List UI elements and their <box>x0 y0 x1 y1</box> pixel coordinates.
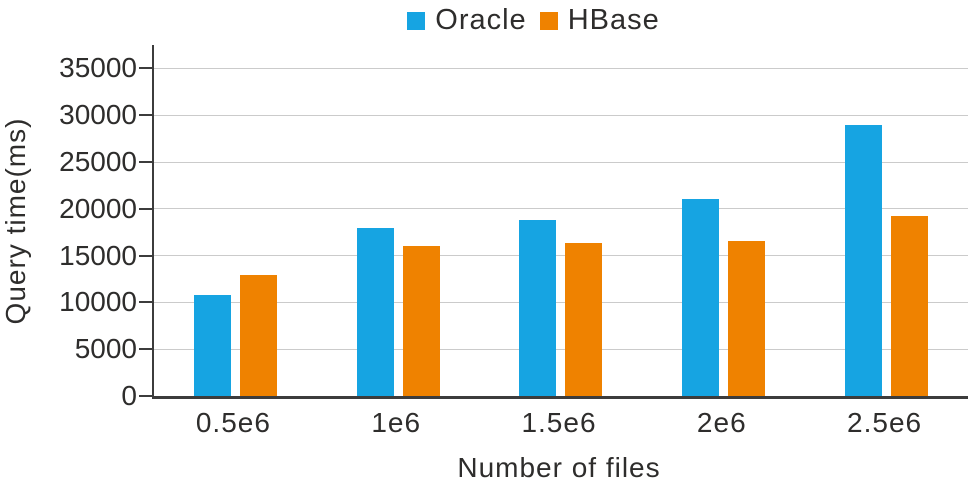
y-tick-mark <box>139 67 152 70</box>
bar-oracle-1e6 <box>356 228 394 396</box>
y-tick-mark <box>139 254 152 257</box>
gridline <box>154 67 968 69</box>
y-tick-mark <box>139 114 152 117</box>
bar-hbase-0.5e6 <box>239 275 277 396</box>
gridline <box>154 348 968 350</box>
y-tick-label: 25000 <box>59 146 137 177</box>
bar-hbase-2e6 <box>728 240 766 396</box>
x-tick-label: 1.5e6 <box>521 407 597 438</box>
y-tick-label: 5000 <box>74 333 137 365</box>
x-tick-label: 0.5e6 <box>195 407 271 438</box>
x-tick-label: 1e6 <box>371 407 422 438</box>
bar-hbase-1.5e6 <box>565 243 603 396</box>
bar-group-2.5e6 <box>805 45 968 396</box>
legend: Oracle HBase <box>0 4 977 37</box>
gridline <box>154 114 968 116</box>
legend-item-hbase: HBase <box>539 4 660 37</box>
y-tick-mark <box>139 161 152 163</box>
bar-group-1.5e6 <box>480 45 643 396</box>
bar-hbase-1e6 <box>402 246 440 396</box>
x-axis-title: Number of files <box>457 452 661 483</box>
x-tick-label: 2e6 <box>696 407 747 438</box>
gridline <box>154 255 968 257</box>
y-tick-label: 20000 <box>59 192 137 224</box>
bar-group-0.5e6 <box>154 45 317 396</box>
y-tick-mark <box>139 301 152 304</box>
x-tick-label: 2.5e6 <box>847 407 923 438</box>
gridline <box>154 301 968 303</box>
y-tick-mark <box>139 348 152 351</box>
bar-group-2e6 <box>642 45 805 396</box>
bar-hbase-2.5e6 <box>891 216 929 396</box>
y-tick-mark <box>139 207 152 210</box>
legend-item-oracle: Oracle <box>407 4 526 37</box>
y-tick-label: 10000 <box>59 286 137 318</box>
y-axis-title: Query time(ms) <box>0 117 31 324</box>
bar-oracle-1.5e6 <box>519 220 557 396</box>
legend-swatch-oracle <box>407 11 426 30</box>
bar-oracle-2e6 <box>682 198 720 396</box>
gridline <box>154 208 968 210</box>
y-tick-label: 35000 <box>59 52 137 84</box>
bar-oracle-2.5e6 <box>845 124 883 396</box>
bar-groups <box>154 45 968 396</box>
plot-area: Query time(ms) 0 5000 10000 15000 20000 25000… <box>0 45 968 411</box>
y-tick-label: 30000 <box>59 99 137 131</box>
y-tick-label: 0 <box>121 380 137 411</box>
legend-label-oracle: Oracle <box>435 4 527 36</box>
legend-swatch-hbase <box>539 11 558 30</box>
gridline <box>154 161 968 163</box>
legend-label-hbase: HBase <box>567 4 660 36</box>
x-tick-labels: 0.5e6 1e6 1.5e6 2e6 2.5e6 <box>152 407 966 439</box>
bar-group-1e6 <box>317 45 480 396</box>
y-tick-mark <box>139 395 152 397</box>
y-tick-label: 15000 <box>59 239 137 271</box>
bar-oracle-0.5e6 <box>193 294 231 396</box>
